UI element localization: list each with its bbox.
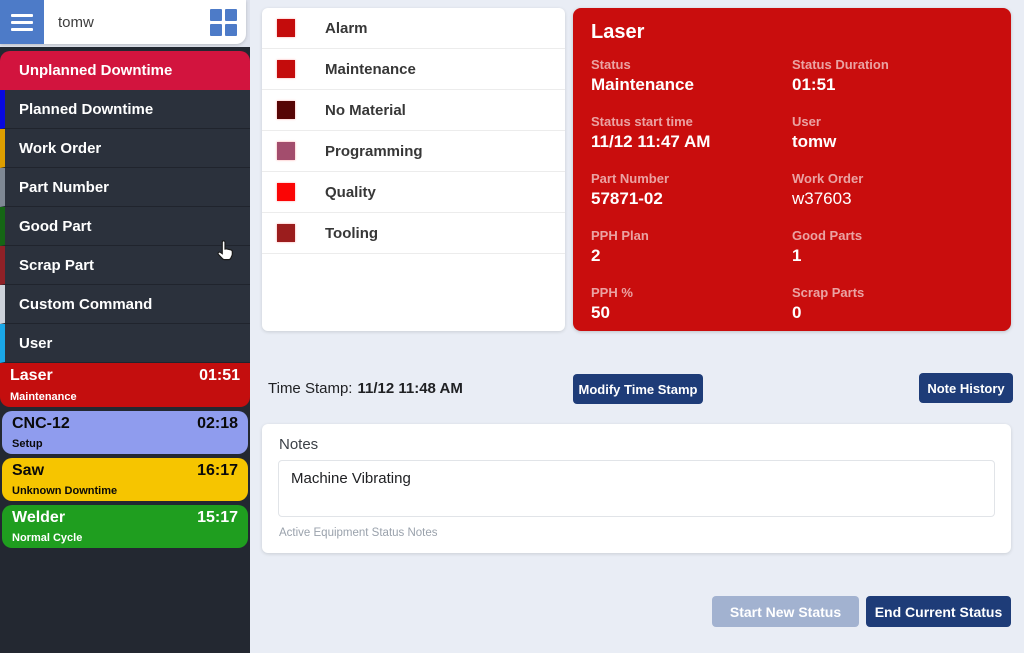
equipment-duration: 16:17 bbox=[197, 462, 238, 479]
detail-field-part-number: Part Number 57871-02 bbox=[591, 171, 670, 208]
sidebar-item-user[interactable]: User bbox=[0, 324, 250, 363]
modify-time-stamp-button[interactable]: Modify Time Stamp bbox=[573, 374, 703, 404]
equipment-status: Maintenance bbox=[10, 391, 77, 403]
username-input[interactable] bbox=[58, 8, 183, 36]
status-color-swatch bbox=[277, 101, 295, 119]
status-color-swatch bbox=[277, 19, 295, 37]
sidebar-item-label: Planned Downtime bbox=[19, 100, 154, 118]
grid-square bbox=[210, 9, 222, 21]
equipment-name: CNC-12 bbox=[12, 415, 70, 432]
status-option-label: Quality bbox=[325, 183, 376, 201]
sidebar: Unplanned Downtime Planned Downtime Work… bbox=[0, 0, 250, 653]
detail-field-pph-percent: PPH % 50 bbox=[591, 285, 633, 322]
sidebar-menu: Unplanned Downtime Planned Downtime Work… bbox=[0, 51, 250, 363]
status-option-label: Maintenance bbox=[325, 60, 416, 78]
equipment-tile-saw[interactable]: Saw 16:17 Unknown Downtime bbox=[2, 458, 248, 501]
notes-card: Notes Machine Vibrating Active Equipment… bbox=[262, 424, 1011, 553]
equipment-duration: 01:51 bbox=[199, 367, 240, 384]
sidebar-item-label: Work Order bbox=[19, 139, 102, 157]
sidebar-item-unplanned-downtime[interactable]: Unplanned Downtime bbox=[0, 51, 250, 90]
end-current-status-button[interactable]: End Current Status bbox=[866, 596, 1011, 627]
status-type-list: Alarm Maintenance No Material Programmin… bbox=[262, 8, 565, 331]
equipment-detail-panel: Laser Status Maintenance Status Duration… bbox=[573, 8, 1011, 331]
equipment-name: Laser bbox=[10, 367, 53, 384]
status-option-label: No Material bbox=[325, 101, 406, 119]
status-option-label: Alarm bbox=[325, 19, 368, 37]
status-option-label: Programming bbox=[325, 142, 423, 160]
detail-field-user: User tomw bbox=[792, 114, 837, 151]
equipment-status: Normal Cycle bbox=[12, 532, 83, 544]
status-color-swatch bbox=[277, 183, 295, 201]
equipment-tile-welder[interactable]: Welder 15:17 Normal Cycle bbox=[2, 505, 248, 548]
equipment-duration: 02:18 bbox=[197, 415, 238, 432]
timestamp-label: Time Stamp: bbox=[268, 379, 353, 397]
sidebar-item-label: Custom Command bbox=[19, 295, 153, 313]
equipment-status: Unknown Downtime bbox=[12, 485, 118, 497]
status-color-swatch bbox=[277, 142, 295, 160]
detail-grid: Status Maintenance Status Duration 01:51… bbox=[591, 57, 993, 323]
notes-textarea[interactable]: Machine Vibrating bbox=[278, 460, 995, 517]
equipment-duration: 15:17 bbox=[197, 509, 238, 526]
hamburger-icon bbox=[11, 13, 33, 17]
status-option-tooling[interactable]: Tooling bbox=[262, 213, 565, 254]
hamburger-icon-bar bbox=[11, 27, 33, 31]
sidebar-item-scrap-part[interactable]: Scrap Part bbox=[0, 246, 250, 285]
grid-square bbox=[210, 24, 222, 36]
status-color-swatch bbox=[277, 224, 295, 242]
sidebar-item-good-part[interactable]: Good Part bbox=[0, 207, 250, 246]
timestamp-row: Time Stamp: 11/12 11:48 AM bbox=[268, 373, 463, 403]
detail-field-good-parts: Good Parts 1 bbox=[792, 228, 863, 265]
status-option-maintenance[interactable]: Maintenance bbox=[262, 49, 565, 90]
equipment-tile-laser[interactable]: Laser 01:51 Maintenance bbox=[0, 363, 250, 407]
notes-helper-text: Active Equipment Status Notes bbox=[279, 527, 438, 539]
sidebar-item-label: Unplanned Downtime bbox=[19, 62, 173, 79]
sidebar-item-label: User bbox=[19, 334, 53, 352]
detail-panel-title: Laser bbox=[591, 21, 645, 43]
notes-title: Notes bbox=[279, 436, 319, 453]
status-option-no-material[interactable]: No Material bbox=[262, 90, 565, 131]
start-new-status-button[interactable]: Start New Status bbox=[712, 596, 859, 627]
detail-field-scrap-parts: Scrap Parts 0 bbox=[792, 285, 865, 322]
detail-field-status: Status Maintenance bbox=[591, 57, 694, 94]
detail-field-status-duration: Status Duration 01:51 bbox=[792, 57, 889, 94]
sidebar-item-part-number[interactable]: Part Number bbox=[0, 168, 250, 207]
sidebar-item-label: Scrap Part bbox=[19, 256, 95, 274]
apps-grid-icon[interactable] bbox=[210, 9, 237, 36]
sidebar-item-label: Part Number bbox=[19, 178, 110, 196]
detail-field-status-start-time: Status start time 11/12 11:47 AM bbox=[591, 114, 711, 151]
timestamp-value: 11/12 11:48 AM bbox=[357, 379, 463, 397]
sidebar-item-custom-command[interactable]: Custom Command bbox=[0, 285, 250, 324]
grid-square bbox=[225, 9, 237, 21]
equipment-name: Saw bbox=[12, 462, 45, 479]
sidebar-item-planned-downtime[interactable]: Planned Downtime bbox=[0, 90, 250, 129]
grid-square bbox=[225, 24, 237, 36]
detail-field-work-order: Work Order w37603 bbox=[792, 171, 864, 208]
hamburger-icon-bar bbox=[11, 20, 33, 24]
sidebar-header-strip bbox=[0, 0, 250, 47]
status-option-programming[interactable]: Programming bbox=[262, 131, 565, 172]
status-option-quality[interactable]: Quality bbox=[262, 172, 565, 213]
sidebar-item-label: Good Part bbox=[19, 217, 92, 235]
equipment-name: Welder bbox=[12, 509, 66, 526]
hamburger-menu-button[interactable] bbox=[0, 0, 44, 44]
sidebar-item-work-order[interactable]: Work Order bbox=[0, 129, 250, 168]
detail-field-pph-plan: PPH Plan 2 bbox=[591, 228, 649, 265]
sidebar-header bbox=[0, 0, 246, 44]
status-option-alarm[interactable]: Alarm bbox=[262, 8, 565, 49]
equipment-tile-cnc-12[interactable]: CNC-12 02:18 Setup bbox=[2, 411, 248, 454]
equipment-status: Setup bbox=[12, 438, 43, 450]
note-history-button[interactable]: Note History bbox=[919, 373, 1013, 403]
status-option-label: Tooling bbox=[325, 224, 379, 242]
status-color-swatch bbox=[277, 60, 295, 78]
